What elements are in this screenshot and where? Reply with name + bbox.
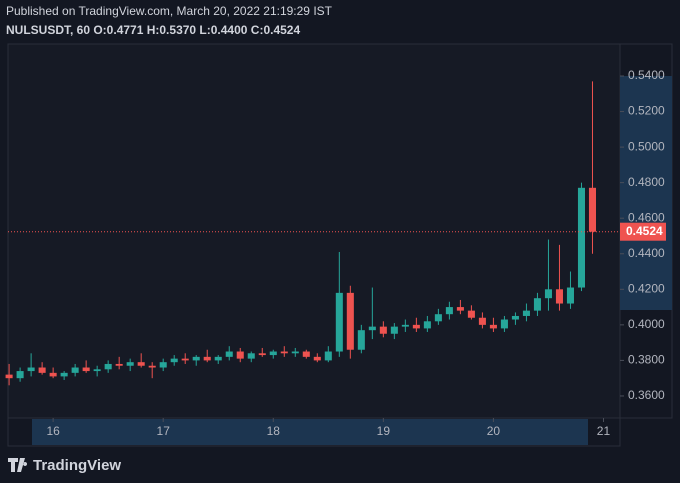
candle-body	[346, 292, 354, 350]
candle-body	[401, 324, 409, 327]
candle-body	[203, 356, 211, 361]
x-tick-label: 21	[597, 424, 611, 438]
candle-body	[577, 187, 585, 288]
candle-body	[467, 310, 475, 318]
candle-body	[181, 358, 189, 361]
candle-body	[335, 292, 343, 352]
candle-body	[280, 351, 288, 354]
candle-body	[214, 356, 222, 361]
candle-body	[247, 353, 255, 359]
candle-body	[192, 356, 200, 361]
candle-body	[93, 369, 101, 372]
candle-body	[412, 324, 420, 329]
symbol-legend: NULSUSDT, 60 O:0.4771 H:0.5370 L:0.4400 …	[6, 23, 300, 37]
x-tick-label: 19	[377, 424, 391, 438]
candle-body	[258, 353, 266, 356]
y-tick-label: 0.5000	[628, 139, 665, 153]
candle-body	[104, 363, 112, 370]
y-tick-label: 0.4000	[628, 317, 665, 331]
y-tick-label: 0.3600	[628, 388, 665, 402]
candle-body	[368, 326, 376, 331]
candle-body	[159, 362, 167, 368]
candle-body	[357, 330, 365, 350]
candle-body	[423, 321, 431, 329]
x-tick-label: 18	[267, 424, 281, 438]
candle-body	[324, 351, 332, 361]
candle-body	[434, 314, 442, 322]
y-tick-label: 0.4400	[628, 246, 665, 260]
candle-body	[478, 317, 486, 325]
candle-body	[225, 351, 233, 357]
price-range-highlight	[620, 76, 672, 310]
candle-body	[379, 326, 387, 334]
candle-body	[291, 351, 299, 354]
candle-body	[60, 372, 68, 377]
candle-body	[511, 315, 519, 320]
candle-body	[566, 287, 574, 304]
candle-body	[522, 310, 530, 316]
last-price-label: 0.4524	[626, 224, 663, 238]
candle-body	[269, 351, 277, 356]
candle-body	[71, 367, 79, 373]
candle-body	[489, 324, 497, 329]
candle-body	[390, 326, 398, 334]
y-tick-label: 0.3800	[628, 353, 665, 367]
candle-body	[500, 319, 508, 329]
y-tick-label: 0.5200	[628, 104, 665, 118]
candle-body	[126, 362, 134, 366]
candle-body	[302, 351, 310, 357]
plot-area	[7, 43, 621, 419]
candle-body	[38, 367, 46, 373]
y-tick-label: 0.4600	[628, 210, 665, 224]
brand: TradingView	[33, 457, 121, 474]
candle-body	[236, 351, 244, 359]
y-tick-label: 0.5400	[628, 68, 665, 82]
y-tick-label: 0.4200	[628, 281, 665, 295]
marks: 0.4524	[5, 81, 666, 386]
x-tick-label: 20	[487, 424, 501, 438]
candle-body	[588, 187, 597, 232]
candle-body	[137, 362, 145, 366]
candle-body	[555, 289, 563, 304]
candle-body	[544, 289, 552, 299]
last-price-badge	[620, 222, 666, 241]
x-tick-label: 16	[46, 424, 60, 438]
y-tick-label: 0.4800	[628, 175, 665, 189]
candle-body	[82, 367, 90, 372]
candle-body	[115, 363, 123, 366]
axes: 0.3600 0.3800 0.4000 0.4200 0.4400 0.4600 0.48…	[46, 68, 665, 438]
candle-body	[456, 307, 464, 311]
candle-body	[49, 372, 57, 377]
candle-body	[445, 307, 453, 315]
brand-logo: TradingView	[8, 457, 121, 474]
candle-body	[313, 356, 321, 361]
x-tick-label: 17	[157, 424, 171, 438]
candle-body	[148, 365, 156, 368]
published-note: Published on TradingView.com, March 20, …	[6, 4, 333, 18]
candle-body	[5, 374, 13, 379]
candle-body	[533, 298, 541, 311]
candle-body	[170, 358, 178, 363]
candle-body	[27, 367, 35, 372]
time-range-highlight	[32, 419, 588, 445]
candle-body	[16, 371, 24, 379]
